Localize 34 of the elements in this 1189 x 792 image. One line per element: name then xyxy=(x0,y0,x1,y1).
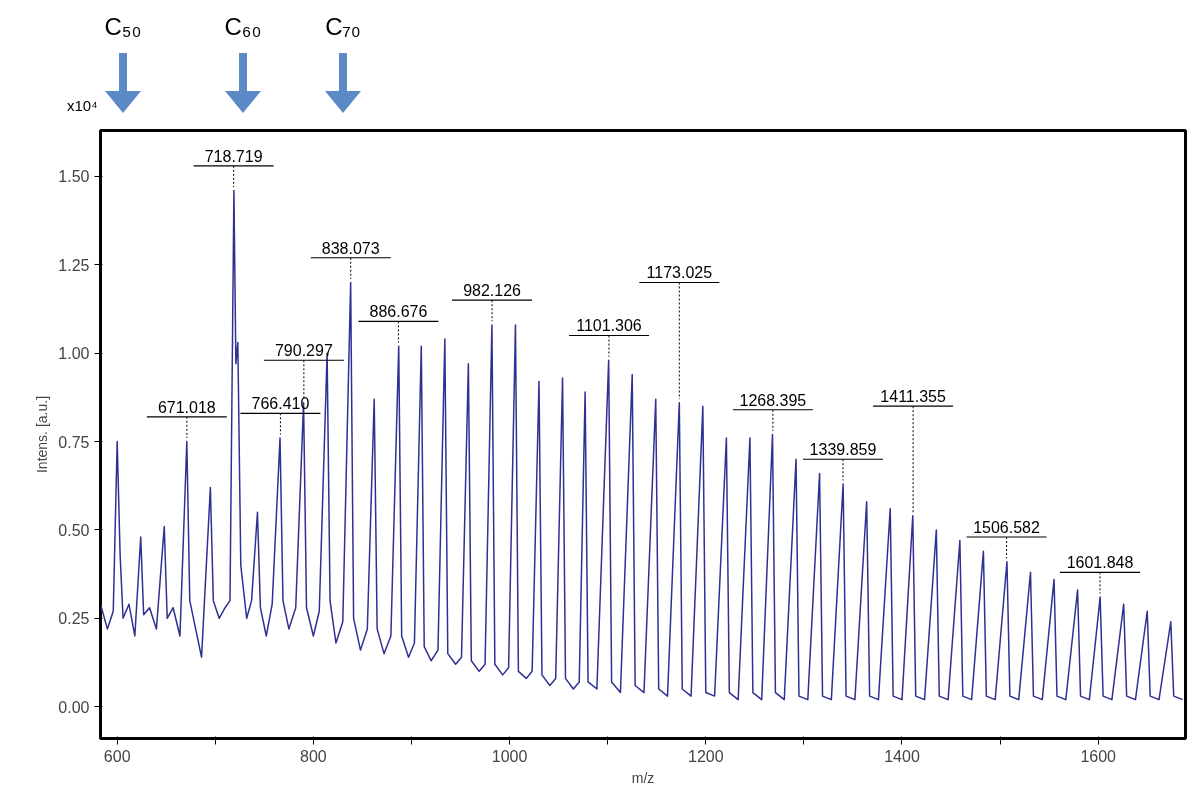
annotation: 982.126 xyxy=(463,281,522,299)
y-tick-label: 1.50 xyxy=(58,168,90,186)
annotation: 1339.859 xyxy=(809,441,877,458)
annotation: 886.676 xyxy=(369,303,428,321)
annotation: 1101.306 xyxy=(576,317,642,335)
annotation: 671.018 xyxy=(157,398,216,416)
text: x10⁴ xyxy=(67,97,98,114)
y-axis-title: Intens. [a.u.] xyxy=(34,395,51,474)
x-tick-label: 1000 xyxy=(491,747,528,765)
annotation: 1411.355 xyxy=(880,387,946,405)
y-tick-label: 0.50 xyxy=(58,521,90,539)
x-tick-label: 1600 xyxy=(1080,747,1117,765)
annotation: 1173.025 xyxy=(646,264,713,282)
x-tick-label: 1200 xyxy=(687,747,724,765)
x-tick-label: 600 xyxy=(103,747,131,765)
annotation: 1268.395 xyxy=(739,391,807,409)
x-tick-label: 1400 xyxy=(884,747,920,765)
x-tick-label: 800 xyxy=(300,747,327,765)
text: C₆₀ xyxy=(223,13,263,41)
y-tick-label: 1.00 xyxy=(58,345,90,363)
y-tick-label: 0.75 xyxy=(58,433,90,451)
annotation: 790.297 xyxy=(274,342,333,360)
annotation: 718.719 xyxy=(204,147,263,165)
annotation: 1601.848 xyxy=(1066,554,1134,572)
text: C₇₀ xyxy=(324,13,362,41)
annotation: 766.410 xyxy=(251,395,310,413)
annotation: 838.073 xyxy=(321,239,380,257)
y-tick-label: 0.25 xyxy=(58,610,90,628)
y-tick-label: 1.25 xyxy=(58,256,90,274)
x-axis-title: m/z xyxy=(631,769,655,786)
y-tick-label: 0.00 xyxy=(58,698,90,716)
line-series xyxy=(100,189,1184,701)
annotation: 1506.582 xyxy=(973,518,1041,536)
text: C₅₀ xyxy=(103,13,143,41)
